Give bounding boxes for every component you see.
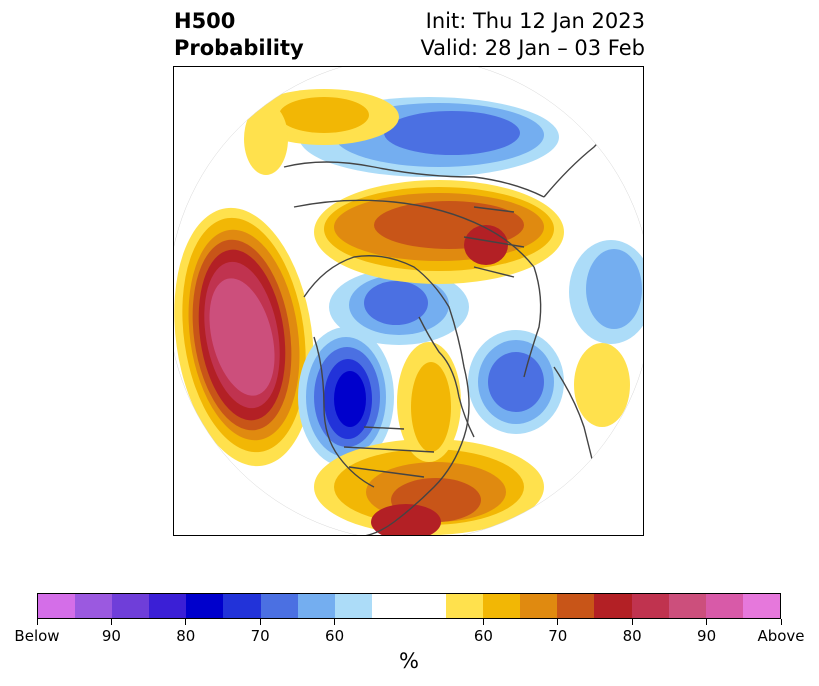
probability-map <box>174 67 643 535</box>
colorbar-segment <box>705 594 743 618</box>
colorbar-tick <box>334 619 336 625</box>
colorbar-tick-label: 80 <box>622 627 642 645</box>
north-above-anomaly <box>244 89 399 175</box>
colorbar-segment <box>149 594 187 618</box>
title-line-2: Probability <box>174 36 304 60</box>
colorbar-segment <box>446 594 484 618</box>
colorbar-tick-label: 60 <box>325 627 345 645</box>
colorbar-segment <box>520 594 558 618</box>
canada-above-anomaly <box>397 342 461 462</box>
chart-title: H500 Probability <box>174 8 304 62</box>
colorbar-segment <box>742 594 780 618</box>
colorbar-segment <box>668 594 706 618</box>
colorbar-segment <box>38 594 76 618</box>
colorbar-segment <box>631 594 669 618</box>
colorbar <box>37 593 781 619</box>
colorbar-segment <box>408 594 447 618</box>
colorbar-segment <box>483 594 521 618</box>
colorbar-tick <box>482 619 484 625</box>
colorbar-tick <box>706 619 708 625</box>
colorbar-tick <box>631 619 633 625</box>
colorbar-tick-label: 60 <box>473 627 493 645</box>
colorbar-segment <box>594 594 632 618</box>
colorbar-segment <box>223 594 261 618</box>
colorbar-tick <box>259 619 261 625</box>
colorbar-segment <box>112 594 150 618</box>
atlantic-above-anomaly <box>574 343 630 427</box>
colorbar-tick <box>185 619 187 625</box>
colorbar-tick-label: Below <box>14 627 60 645</box>
colorbar-unit-label: % <box>399 649 419 673</box>
colorbar-segment <box>334 594 372 618</box>
colorbar-tick-label: 90 <box>101 627 121 645</box>
colorbar-tick-label: 70 <box>548 627 568 645</box>
europe-below-anomaly <box>569 240 643 344</box>
map-panel <box>173 66 644 536</box>
date-info: Init: Thu 12 Jan 2023 Valid: 28 Jan – 03… <box>420 8 645 62</box>
colorbar-segment <box>260 594 298 618</box>
colorbar-segment <box>75 594 113 618</box>
valid-date: Valid: 28 Jan – 03 Feb <box>420 36 645 60</box>
colorbar-segment <box>371 594 409 618</box>
coastlines <box>283 96 625 535</box>
colorbar-tick <box>110 619 112 625</box>
colorbar-segment <box>186 594 224 618</box>
title-line-1: H500 <box>174 9 236 33</box>
colorbar-tick-label: 70 <box>250 627 270 645</box>
colorbar-tick-label: 80 <box>176 627 196 645</box>
atlantic-below-anomaly <box>468 330 564 434</box>
init-date: Init: Thu 12 Jan 2023 <box>425 9 645 33</box>
colorbar-tick-label: Above <box>757 627 805 645</box>
southeast-us-above-anomaly <box>314 439 544 535</box>
colorbar-tick <box>780 619 782 625</box>
colorbar-tick <box>557 619 559 625</box>
colorbar-segment <box>557 594 595 618</box>
colorbar-segment <box>297 594 335 618</box>
pacific-above-anomaly <box>174 207 314 467</box>
colorbar-tick <box>36 619 38 625</box>
colorbar-tick-label: 90 <box>697 627 717 645</box>
arctic-below-anomaly <box>329 269 469 345</box>
eurasia-above-anomaly <box>314 180 564 284</box>
